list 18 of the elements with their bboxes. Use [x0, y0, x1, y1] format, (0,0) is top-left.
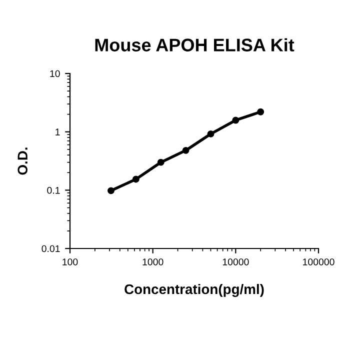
- point: [157, 158, 164, 166]
- x-tick-label: 1000: [142, 258, 164, 266]
- point: [108, 187, 114, 194]
- x-axis-title: Concentration(pg/ml): [124, 284, 264, 297]
- chart-title: Mouse APOH ELISA Kit: [95, 38, 294, 52]
- y-axis-title: O.D.: [18, 148, 28, 175]
- y-tick-label: 1: [56, 128, 60, 136]
- y-tick-label: 0.01: [42, 245, 60, 252]
- point: [132, 176, 140, 183]
- y-tick-label: 0.1: [47, 186, 60, 194]
- point: [232, 116, 240, 124]
- y-tick-label: 10: [50, 70, 60, 78]
- x-tick-label: 100000: [303, 258, 334, 266]
- x-tick-label: 100: [62, 258, 78, 266]
- point: [207, 130, 214, 138]
- point: [257, 108, 264, 116]
- point: [182, 146, 190, 154]
- x-tick-label: 10000: [222, 258, 249, 266]
